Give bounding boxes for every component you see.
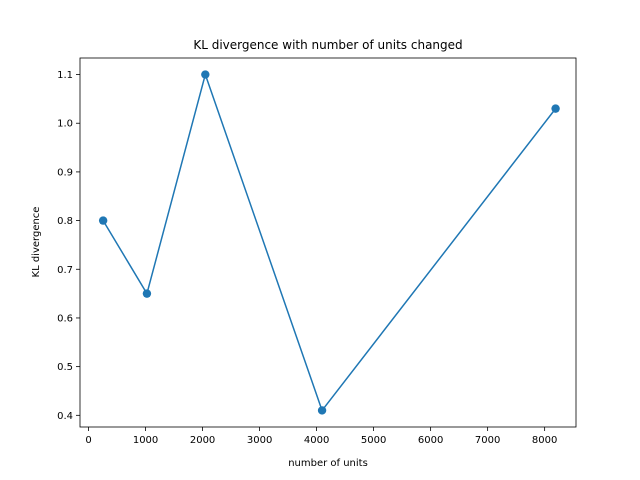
y-tick-label: 0.4 <box>57 411 73 422</box>
data-point <box>317 406 327 415</box>
chart-title: KL divergence with number of units chang… <box>193 38 462 52</box>
x-tick-label: 5000 <box>361 435 386 446</box>
x-tick-label: 6000 <box>418 435 443 446</box>
x-tick-label: 2000 <box>190 435 215 446</box>
y-tick-label: 0.8 <box>57 216 73 227</box>
y-axis-title: KL divergence <box>31 207 42 278</box>
y-tick-label: 1.0 <box>57 119 73 130</box>
x-tick-label: 8000 <box>532 435 557 446</box>
data-point <box>98 216 108 225</box>
x-tick-label: 7000 <box>475 435 500 446</box>
x-axis-title: number of units <box>288 458 368 469</box>
plot-area <box>79 57 577 428</box>
y-tick-label: 0.9 <box>57 167 73 178</box>
y-axis: 0.4 0.5 0.6 0.7 0.8 0.9 1.0 1.1 <box>57 70 80 422</box>
data-point <box>142 289 152 298</box>
data-point <box>201 70 210 79</box>
x-tick-label: 1000 <box>133 435 158 446</box>
x-tick-label: 0 <box>85 435 91 446</box>
series-layer <box>98 70 560 415</box>
y-tick-label: 0.7 <box>57 265 73 276</box>
y-tick-label: 0.5 <box>57 362 73 373</box>
series-line <box>102 73 557 412</box>
x-tick-label: 4000 <box>304 435 329 446</box>
y-tick-label: 0.6 <box>57 313 73 324</box>
x-axis: 0 1000 2000 3000 4000 5000 6000 7000 8000 <box>85 427 557 446</box>
data-point <box>551 104 560 113</box>
x-tick-label: 3000 <box>247 435 272 446</box>
y-tick-label: 1.1 <box>57 70 73 81</box>
